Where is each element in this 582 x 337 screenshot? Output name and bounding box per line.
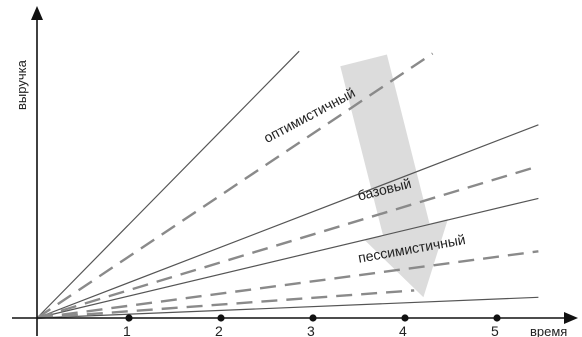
- x-tick-dot-3: [309, 314, 317, 322]
- x-tick-dot-2: [217, 314, 225, 322]
- dashed-line-2: [36, 250, 539, 320]
- x-tick-label-5: 5: [491, 323, 499, 337]
- solid-line-2: [36, 197, 539, 319]
- solid-line-3: [36, 296, 539, 319]
- dashed-line-3: [36, 289, 415, 320]
- x-tick-dot-1: [125, 314, 133, 322]
- axes-layer: [12, 6, 578, 336]
- x-tick-label-3: 3: [307, 323, 315, 337]
- dashed-line-0: [36, 52, 434, 319]
- scenario-arrow-layer: [340, 54, 448, 298]
- x-tick-label-2: 2: [215, 323, 223, 337]
- y-axis-arrowhead: [31, 6, 43, 20]
- solid-line-1: [36, 124, 539, 319]
- dashed-line-1: [36, 165, 539, 320]
- x-axis-arrowhead: [564, 312, 578, 324]
- x-tick-label-1: 1: [123, 323, 131, 337]
- y-axis-label: выручка: [14, 59, 29, 110]
- solid-line-0: [36, 50, 300, 319]
- x-tick-dot-5: [493, 314, 501, 322]
- scenario-range-arrow: [340, 54, 448, 298]
- x-tick-dot-4: [401, 314, 409, 322]
- series-lines-layer: [36, 50, 539, 320]
- x-tick-label-4: 4: [399, 323, 407, 337]
- x-ticks-layer: 1 2 3 4 5: [123, 314, 501, 337]
- x-axis-label: время: [530, 324, 567, 337]
